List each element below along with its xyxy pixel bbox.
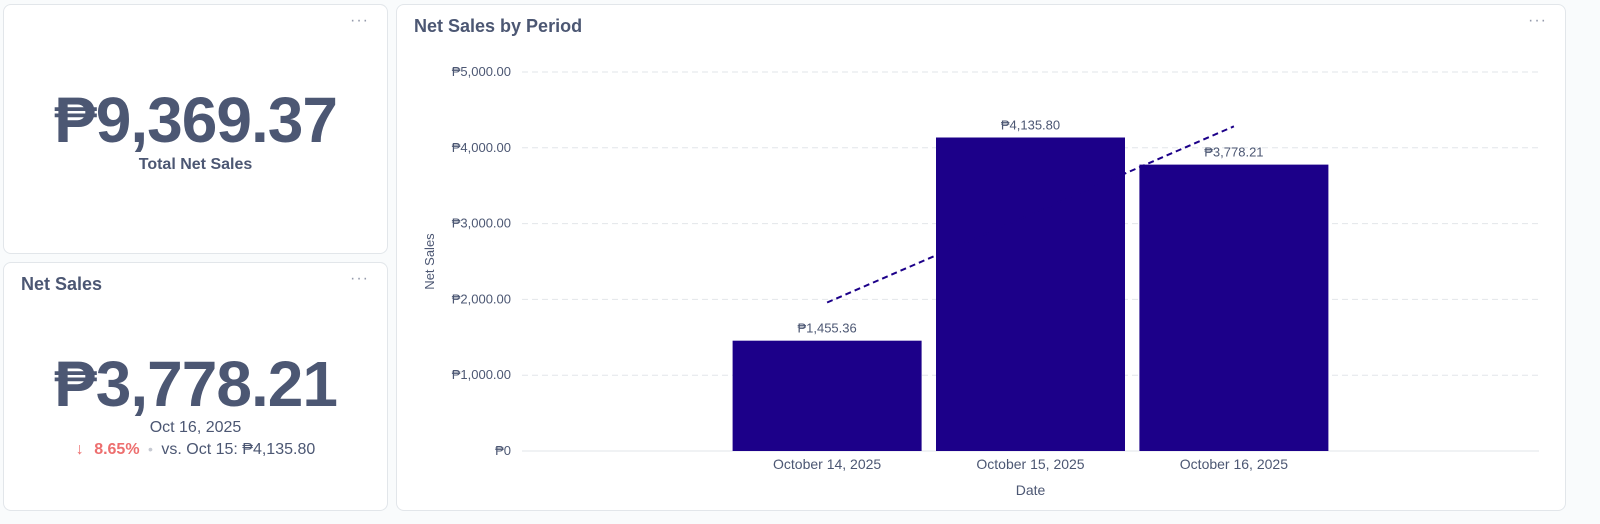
bar-value-label: ₱3,778.21 [1204, 145, 1263, 160]
net-sales-bar-chart: ₱0 ₱1,000.00 ₱2,000.00 ₱3,000.00 ₱4,000.00 ₱5… [422, 64, 1539, 498]
net-sales-comparison: ↓ 8.65% • vs. Oct 15: ₱4,135.80 [4, 441, 387, 459]
change-percent: 8.65% [94, 441, 140, 458]
trend-line [826, 125, 1235, 304]
chart-title[interactable]: Net Sales by Period [414, 16, 583, 36]
total-net-sales-card: ··· ₱9,369.37 Total Net Sales [3, 4, 388, 254]
separator-dot: • [148, 441, 153, 457]
more-options-icon[interactable]: ··· [350, 270, 369, 287]
total-net-sales-value: ₱9,369.37 [54, 84, 338, 156]
y-tick-label: ₱0 [495, 443, 511, 458]
x-tick-label: October 16, 2025 [1180, 456, 1288, 472]
bar-value-label: ₱4,135.80 [1001, 118, 1060, 133]
bar[interactable] [1139, 164, 1329, 451]
bar-value-label: ₱1,455.36 [797, 321, 856, 336]
bar[interactable] [732, 340, 922, 451]
y-tick-label: ₱4,000.00 [452, 140, 511, 155]
x-axis-title: Date [1016, 482, 1046, 498]
bar[interactable] [936, 137, 1125, 452]
x-tick-label: October 15, 2025 [976, 456, 1084, 472]
more-options-icon[interactable]: ··· [1528, 12, 1547, 29]
net-sales-value: ₱3,778.21 [54, 348, 338, 420]
y-tick-label: ₱3,000.00 [452, 216, 511, 231]
x-tick-label: October 14, 2025 [773, 456, 881, 472]
y-tick-label: ₱1,000.00 [452, 367, 511, 382]
total-net-sales-label: Total Net Sales [138, 156, 253, 173]
y-tick-label: ₱5,000.00 [452, 64, 511, 79]
arrow-down-icon: ↓ [75, 441, 84, 458]
more-options-icon[interactable]: ··· [350, 12, 369, 29]
net-sales-card-title[interactable]: Net Sales [21, 274, 103, 294]
net-sales-by-period-card: ··· Net Sales by Period ₱0 ₱1,000.00 ₱2,00… [396, 4, 1566, 511]
net-sales-card: ··· Net Sales ₱3,778.21 Oct 16, 2025 ↓ 8… [3, 262, 388, 511]
net-sales-date: Oct 16, 2025 [149, 419, 242, 436]
y-axis-title: Net Sales [422, 233, 437, 290]
y-tick-label: ₱2,000.00 [452, 291, 511, 306]
comparison-text: vs. Oct 15: ₱4,135.80 [161, 441, 316, 458]
